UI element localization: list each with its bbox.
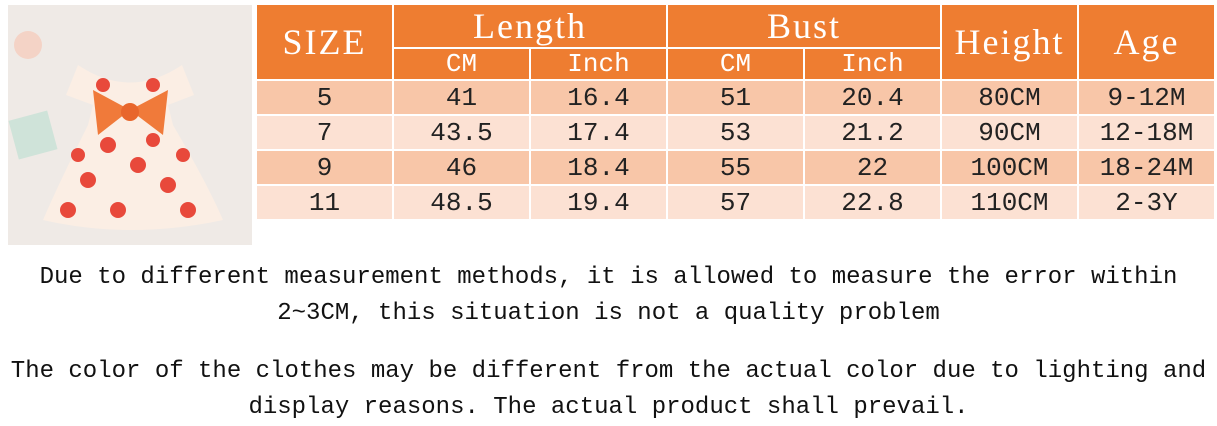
cell: 5 bbox=[255, 79, 394, 116]
subheader: CM bbox=[392, 47, 531, 81]
cell: 9-12M bbox=[1077, 79, 1217, 116]
cell: 43.5 bbox=[392, 114, 531, 151]
cell: 21.2 bbox=[803, 114, 943, 151]
cell: 20.4 bbox=[803, 79, 943, 116]
cell: 41 bbox=[392, 79, 531, 116]
size-row: 7 43.5 17.4 53 21.2 90CM 12-18M bbox=[255, 114, 1217, 151]
subheader: CM bbox=[666, 47, 806, 81]
header-age: Age bbox=[1077, 3, 1217, 81]
cell: 22 bbox=[803, 149, 943, 186]
note: The color of the clothes may be differen… bbox=[10, 358, 1207, 421]
cell: 90CM bbox=[940, 114, 1080, 151]
size-table: SIZE Length Bust Height Age CM Inch CM Inch… bbox=[255, 3, 1217, 221]
cell: 51 bbox=[666, 79, 806, 116]
product-photo bbox=[8, 5, 252, 245]
size-row: 11 48.5 19.4 57 22.8 110CM 2-3Y bbox=[255, 184, 1217, 221]
cell: 57 bbox=[666, 184, 806, 221]
cell: 12-18M bbox=[1077, 114, 1217, 151]
cell: 17.4 bbox=[528, 114, 669, 151]
cell: 19.4 bbox=[528, 184, 669, 221]
cell: 110CM bbox=[940, 184, 1080, 221]
size-row: 5 41 16.4 51 20.4 80CM 9-12M bbox=[255, 79, 1217, 116]
subheader-row: CM Inch CM Inch bbox=[256, 47, 1215, 81]
cell: 2-3Y bbox=[1077, 184, 1217, 221]
cell: 18.4 bbox=[528, 149, 669, 186]
header-size: SIZE bbox=[255, 3, 394, 81]
cell: 80CM bbox=[940, 79, 1080, 116]
subheader: Inch bbox=[803, 47, 943, 81]
cell: 48.5 bbox=[392, 184, 531, 221]
cell: 53 bbox=[666, 114, 806, 151]
cell: 7 bbox=[255, 114, 394, 151]
cell: 11 bbox=[255, 184, 394, 221]
subheader: Inch bbox=[528, 47, 669, 81]
cell: 9 bbox=[255, 149, 394, 186]
header-height: Height bbox=[940, 3, 1080, 81]
size-row: 9 46 18.4 55 22 100CM 18-24M bbox=[255, 149, 1217, 186]
cell: 55 bbox=[666, 149, 806, 186]
cell: 46 bbox=[392, 149, 531, 186]
header-length: Length bbox=[391, 3, 669, 49]
cell: 16.4 bbox=[528, 79, 669, 116]
cell: 18-24M bbox=[1077, 149, 1217, 186]
cell: 100CM bbox=[940, 149, 1080, 186]
note: Due to different measurement methods, it… bbox=[39, 264, 1178, 327]
header-bust: Bust bbox=[666, 3, 943, 49]
cell: 22.8 bbox=[803, 184, 943, 221]
